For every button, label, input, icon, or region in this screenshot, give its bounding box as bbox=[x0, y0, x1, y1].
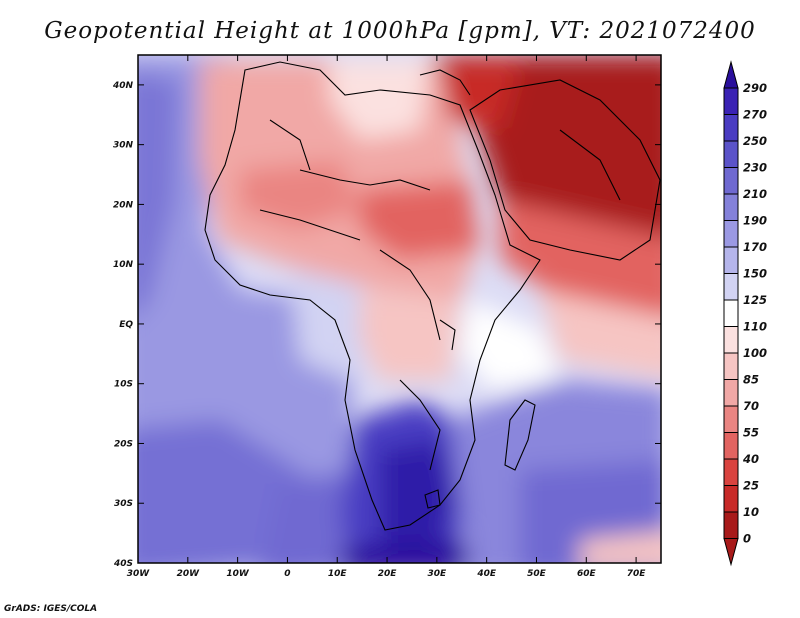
y-tick-label: 40S bbox=[113, 559, 133, 569]
colorbar-label: 40 bbox=[742, 452, 759, 466]
colorbar-swatch bbox=[723, 299, 739, 327]
colorbar-label: 25 bbox=[743, 479, 759, 493]
colorbar-swatch bbox=[723, 485, 739, 513]
y-tick-label: 30N bbox=[113, 141, 134, 151]
y-tick-label: 30S bbox=[114, 499, 133, 509]
map-title: Geopotential Height at 1000hPa [gpm], VT… bbox=[44, 18, 756, 44]
colorbar: 2902702502302101901701501251101008570554… bbox=[723, 60, 767, 567]
x-tick-label: 30W bbox=[127, 569, 151, 579]
colorbar-swatch bbox=[723, 432, 739, 460]
coastlines bbox=[204, 61, 661, 531]
colorbar-label: 150 bbox=[743, 267, 767, 281]
colorbar-swatch bbox=[723, 379, 739, 407]
colorbar-label: 110 bbox=[743, 320, 767, 334]
x-tick-label: 30E bbox=[428, 569, 448, 579]
colorbar-label: 190 bbox=[743, 214, 767, 228]
colorbar-label: 230 bbox=[743, 161, 767, 175]
x-tick-label: 70E bbox=[627, 569, 647, 579]
colorbar-label: 100 bbox=[743, 346, 767, 360]
x-tick-label: 0 bbox=[284, 569, 290, 579]
y-axis: 40N 30N 20N 10N EQ 10S 20S 30S 40S bbox=[112, 81, 661, 569]
colorbar-swatch bbox=[723, 511, 739, 539]
x-tick-label: 20E bbox=[378, 569, 398, 579]
map-frame bbox=[137, 54, 662, 564]
y-tick-label: 40N bbox=[112, 81, 134, 91]
colorbar-label: 210 bbox=[743, 187, 767, 201]
colorbar-label: 270 bbox=[743, 108, 767, 122]
colorbar-swatch bbox=[723, 273, 739, 301]
colorbar-swatch bbox=[723, 167, 739, 195]
colorbar-swatch bbox=[723, 87, 739, 115]
y-tick-label: 10N bbox=[113, 260, 134, 270]
colorbar-label: 0 bbox=[743, 532, 751, 546]
y-tick-label: 10S bbox=[114, 380, 133, 390]
colorbar-label: 250 bbox=[743, 134, 767, 148]
colorbar-swatch bbox=[723, 114, 739, 142]
colorbar-label: 70 bbox=[743, 399, 759, 413]
colorbar-label: 170 bbox=[743, 240, 767, 254]
colorbar-label: 290 bbox=[743, 81, 767, 95]
x-tick-label: 10W bbox=[226, 569, 250, 579]
x-tick-label: 50E bbox=[527, 569, 547, 579]
x-axis: 30W 20W 10W 0 10E 20E 30E 40E 50E 60E 70E bbox=[127, 55, 647, 579]
grads-credit: GrADS: IGES/COLA bbox=[4, 604, 98, 614]
x-tick-label: 60E bbox=[577, 569, 597, 579]
colorbar-label: 85 bbox=[743, 373, 759, 387]
colorbar-swatch bbox=[723, 246, 739, 274]
colorbar-swatch bbox=[723, 140, 739, 168]
colorbar-label: 10 bbox=[743, 505, 759, 519]
colorbar-top-arrow bbox=[723, 60, 739, 89]
x-tick-label: 20W bbox=[177, 569, 201, 579]
x-tick-label: 10E bbox=[328, 569, 348, 579]
y-tick-label: EQ bbox=[119, 320, 133, 330]
colorbar-swatch bbox=[723, 220, 739, 248]
y-tick-label: 20N bbox=[113, 200, 134, 210]
colorbar-bottom-arrow bbox=[723, 538, 739, 567]
colorbar-label: 125 bbox=[743, 293, 767, 307]
colorbar-swatch bbox=[723, 193, 739, 221]
x-tick-label: 40E bbox=[476, 569, 497, 579]
colorbar-swatch bbox=[723, 458, 739, 486]
colorbar-swatch bbox=[723, 326, 739, 354]
geopotential-field bbox=[138, 55, 661, 563]
colorbar-label: 55 bbox=[743, 426, 759, 440]
colorbar-swatch bbox=[723, 352, 739, 380]
y-tick-label: 20S bbox=[114, 439, 133, 449]
colorbar-swatch bbox=[723, 405, 739, 433]
